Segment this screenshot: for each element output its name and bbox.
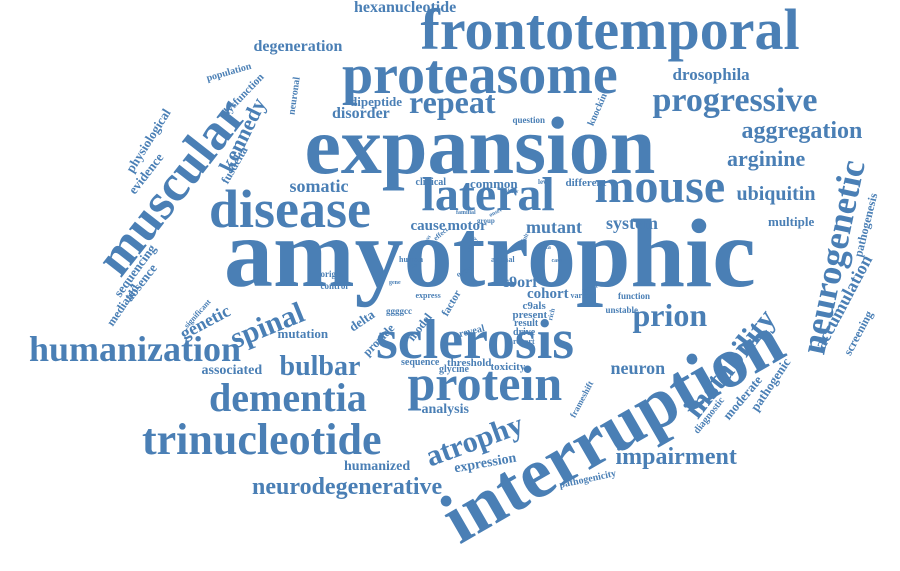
cloud-word: sclerosis (376, 309, 575, 371)
cloud-word: progressive (652, 82, 818, 119)
cloud-word: common (470, 175, 518, 191)
cloud-word: ggggcc (386, 305, 412, 316)
cloud-word: c9orf (502, 274, 538, 291)
cloud-word: neuron (610, 358, 666, 378)
cloud-word: drive (513, 327, 536, 338)
cloud-word: lateral (421, 168, 555, 221)
cloud-word: multiple (768, 213, 815, 229)
cloud-word: trinucleotide (142, 415, 382, 464)
cloud-word: c9als (522, 299, 546, 312)
cloud-word: familial (456, 210, 476, 216)
cloud-word: express (415, 291, 441, 300)
cloud-word: show (505, 189, 519, 195)
cloud-word: expansion (304, 100, 656, 191)
cloud-word: cohort (527, 285, 569, 302)
cloud-word: repeat (409, 84, 496, 120)
cloud-word: mutation (277, 325, 329, 341)
cloud-word: clinical (415, 177, 447, 188)
cloud-word: drosophila (672, 64, 750, 84)
cloud-word: motor (447, 217, 487, 234)
cloud-word: impairment (615, 444, 737, 470)
cloud-word: somatic (289, 176, 349, 196)
cloud-word: threshold (447, 356, 492, 369)
cloud-word: report (513, 337, 535, 346)
cloud-word: dipeptide (350, 93, 403, 109)
cloud-word: arginine (727, 146, 806, 171)
cloud-word: degeneration (253, 38, 343, 55)
cloud-word: origin (320, 268, 344, 279)
cloud-word: control (320, 280, 348, 291)
cloud-word: humanized (344, 459, 411, 474)
cloud-word: sequence (401, 357, 440, 368)
cloud-word: function (618, 290, 651, 301)
cloud-word: humanization (29, 329, 242, 369)
cloud-word: case (551, 258, 563, 264)
cloud-word: disease (209, 179, 371, 239)
cloud-word: protein (407, 355, 563, 411)
cloud-word: result (514, 318, 539, 329)
cloud-word: question (512, 114, 546, 125)
cloud-word: disorder (332, 105, 390, 122)
cloud-word: different (565, 176, 607, 189)
cloud-word: mutant (526, 217, 583, 237)
cloud-word: age (408, 263, 418, 269)
cloud-word: gene (389, 280, 401, 286)
cloud-word: aggregation (741, 118, 863, 144)
cloud-word: data (539, 245, 551, 251)
cloud-word: bulbar (279, 351, 361, 382)
cloud-word: amyotrophic (224, 200, 756, 308)
cloud-word: level (538, 177, 552, 186)
cloud-word: hexanucleotide (354, 0, 457, 16)
cloud-word: neuronal (286, 76, 303, 116)
cloud-word: glycine (439, 364, 469, 375)
cloud-word: neurodegenerative (252, 474, 443, 500)
cloud-word: cause (410, 217, 446, 234)
cloud-word: analysis (421, 402, 469, 417)
cloud-word: human (399, 255, 424, 264)
cloud-word: unstable (605, 304, 639, 315)
cloud-word: dementia (209, 375, 367, 420)
cloud-word: variant (570, 291, 596, 300)
cloud-word: group (477, 216, 495, 225)
cloud-word: associated (201, 363, 263, 378)
cloud-word: proteasome (342, 44, 618, 106)
cloud-word: frontotemporal (420, 0, 800, 62)
cloud-word: ubiquitin (736, 183, 816, 205)
cloud-word: population (205, 60, 253, 85)
cloud-word: present (512, 308, 548, 321)
cloud-word: system (606, 213, 658, 233)
cloud-word: delta (345, 306, 377, 334)
cloud-word: mouse (594, 160, 726, 213)
cloud-word: toxicity (490, 360, 526, 373)
cloud-word: animal (491, 255, 515, 264)
cloud-word: prion (632, 297, 708, 333)
